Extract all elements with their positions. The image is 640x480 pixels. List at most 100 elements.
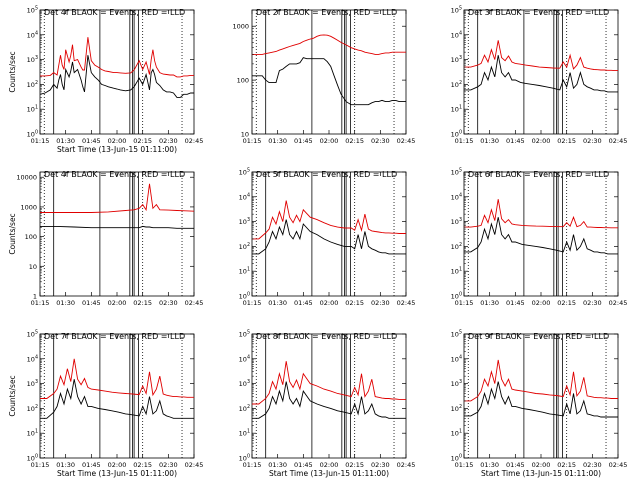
x-tick-label: 02:45: [397, 137, 416, 145]
y-tick-label: 102: [451, 80, 462, 89]
x-tick-label: 01:30: [480, 461, 499, 469]
y-tick-label: 103: [451, 55, 462, 64]
x-tick-label: 02:15: [345, 137, 364, 145]
panel-det2: Det 2f BLACK = Events, RED = LLD 01:15 01:…: [232, 8, 415, 145]
y-tick-label: 10: [241, 131, 249, 139]
y-tick-label: 101: [27, 105, 38, 114]
series-events: [39, 55, 194, 98]
x-tick-label: 02:15: [133, 137, 152, 145]
panel-title: Det 5f BLACK = Events, RED = LLD: [256, 170, 397, 179]
x-tick-label: 01:15: [243, 137, 262, 145]
x-tick-label: 02:30: [371, 299, 390, 307]
x-tick-label: 01:45: [294, 461, 313, 469]
panel-det6: Det 6f BLACK = Events, RED = LLD 01:15 01:…: [451, 168, 628, 308]
x-axis-label: Start Time (13-Jun-15 01:11:00): [57, 469, 177, 478]
series-events: [464, 217, 618, 255]
panel-title: Det 3f BLACK = Events, RED = LLD: [468, 8, 609, 17]
y-tick-label: 102: [239, 242, 250, 251]
y-tick-label: 101: [451, 105, 462, 114]
y-tick-label: 105: [451, 330, 462, 339]
plot-frame: [463, 9, 619, 135]
x-tick-label: 02:30: [583, 137, 602, 145]
y-tick-label: 100: [25, 233, 37, 241]
x-tick-label: 02:00: [108, 299, 127, 307]
x-tick-label: 01:45: [82, 299, 101, 307]
x-tick-label: 01:30: [480, 299, 499, 307]
y-tick-label: 104: [27, 354, 38, 363]
x-tick-label: 01:30: [56, 137, 75, 145]
y-tick-label: 103: [27, 55, 38, 64]
x-tick-label: 01:15: [243, 461, 262, 469]
y-tick-label: 10: [29, 263, 37, 271]
y-tick-label: 10000: [16, 174, 37, 182]
panel-title: Det 2f BLACK = Events, RED = LLD: [256, 8, 397, 17]
plot-frame: [463, 171, 619, 297]
panel-title: Det 4f BLACK = Events, RED = LLD: [44, 170, 185, 179]
y-tick-label: 103: [239, 379, 250, 388]
plot-frame: [463, 333, 619, 459]
y-tick-label: 103: [27, 379, 38, 388]
y-tick-label: 105: [239, 330, 250, 339]
panel-det3: Det 3f BLACK = Events, RED = LLD 01:15 01:…: [451, 6, 628, 146]
y-tick-label: 104: [27, 30, 38, 39]
panel-det7: Det 7f BLACK = Events, RED = LLD 01:15 01:…: [8, 330, 203, 479]
panel-det9: Det 9f BLACK = Events, RED = LLD 01:15 01:…: [451, 330, 628, 479]
y-tick-label: 102: [239, 404, 250, 413]
x-tick-label: 02:00: [532, 137, 551, 145]
x-tick-label: 02:30: [159, 299, 178, 307]
series-events: [464, 55, 618, 93]
x-tick-label: 02:00: [320, 137, 339, 145]
plot-frame: [251, 333, 407, 459]
y-tick-label: 102: [27, 404, 38, 413]
series-lld: [252, 361, 406, 405]
series-lld: [464, 40, 618, 72]
y-tick-label: 104: [451, 30, 462, 39]
panel-title: Det 6f BLACK = Events, RED = LLD: [468, 170, 609, 179]
y-tick-label: 104: [451, 192, 462, 201]
series-events: [252, 381, 406, 419]
y-tick-label: 101: [239, 267, 250, 276]
x-tick-label: 02:45: [185, 299, 204, 307]
x-tick-label: 02:00: [108, 461, 127, 469]
series-events: [40, 379, 194, 419]
x-tick-label: 02:30: [159, 137, 178, 145]
y-tick-label: 103: [239, 217, 250, 226]
series-lld: [464, 199, 618, 229]
y-tick-label: 104: [239, 192, 250, 201]
x-tick-label: 02:15: [557, 137, 576, 145]
x-tick-label: 01:15: [31, 461, 50, 469]
x-tick-label: 02:15: [557, 299, 576, 307]
x-tick-label: 01:15: [31, 299, 50, 307]
y-tick-label: 104: [239, 354, 250, 363]
x-tick-label: 02:00: [320, 299, 339, 307]
x-tick-label: 02:30: [583, 299, 602, 307]
x-tick-label: 01:45: [294, 137, 313, 145]
y-tick-label: 100: [27, 130, 38, 139]
plot-frame: [251, 171, 407, 297]
x-tick-label: 01:30: [268, 461, 287, 469]
x-tick-label: 01:45: [506, 299, 525, 307]
y-tick-label: 1000: [20, 203, 37, 211]
series-events: [252, 57, 406, 106]
x-tick-label: 02:45: [185, 461, 204, 469]
series-events: [464, 381, 618, 418]
panel-det5: Det 5f BLACK = Events, RED = LLD 01:15 01:…: [239, 168, 416, 308]
series-lld: [40, 183, 195, 213]
x-tick-label: 01:15: [455, 137, 474, 145]
x-tick-label: 01:45: [506, 137, 525, 145]
x-tick-label: 02:45: [397, 299, 416, 307]
x-tick-label: 01:45: [82, 137, 101, 145]
panel-det4b: Det 4f BLACK = Events, RED = LLD 01:15 01:…: [8, 170, 203, 307]
series-lld: [464, 359, 618, 402]
x-axis-label: Start Time (13-Jun-15 01:11:00): [481, 469, 601, 478]
y-tick-label: 102: [451, 404, 462, 413]
panel-title: Det 8f BLACK = Events, RED = LLD: [256, 332, 397, 341]
x-tick-label: 02:30: [583, 461, 602, 469]
x-tick-label: 01:30: [268, 137, 287, 145]
x-tick-label: 01:45: [506, 461, 525, 469]
series-lld: [40, 37, 194, 78]
y-tick-label: 100: [451, 292, 462, 301]
y-tick-label: 103: [451, 379, 462, 388]
x-tick-label: 02:00: [108, 137, 127, 145]
